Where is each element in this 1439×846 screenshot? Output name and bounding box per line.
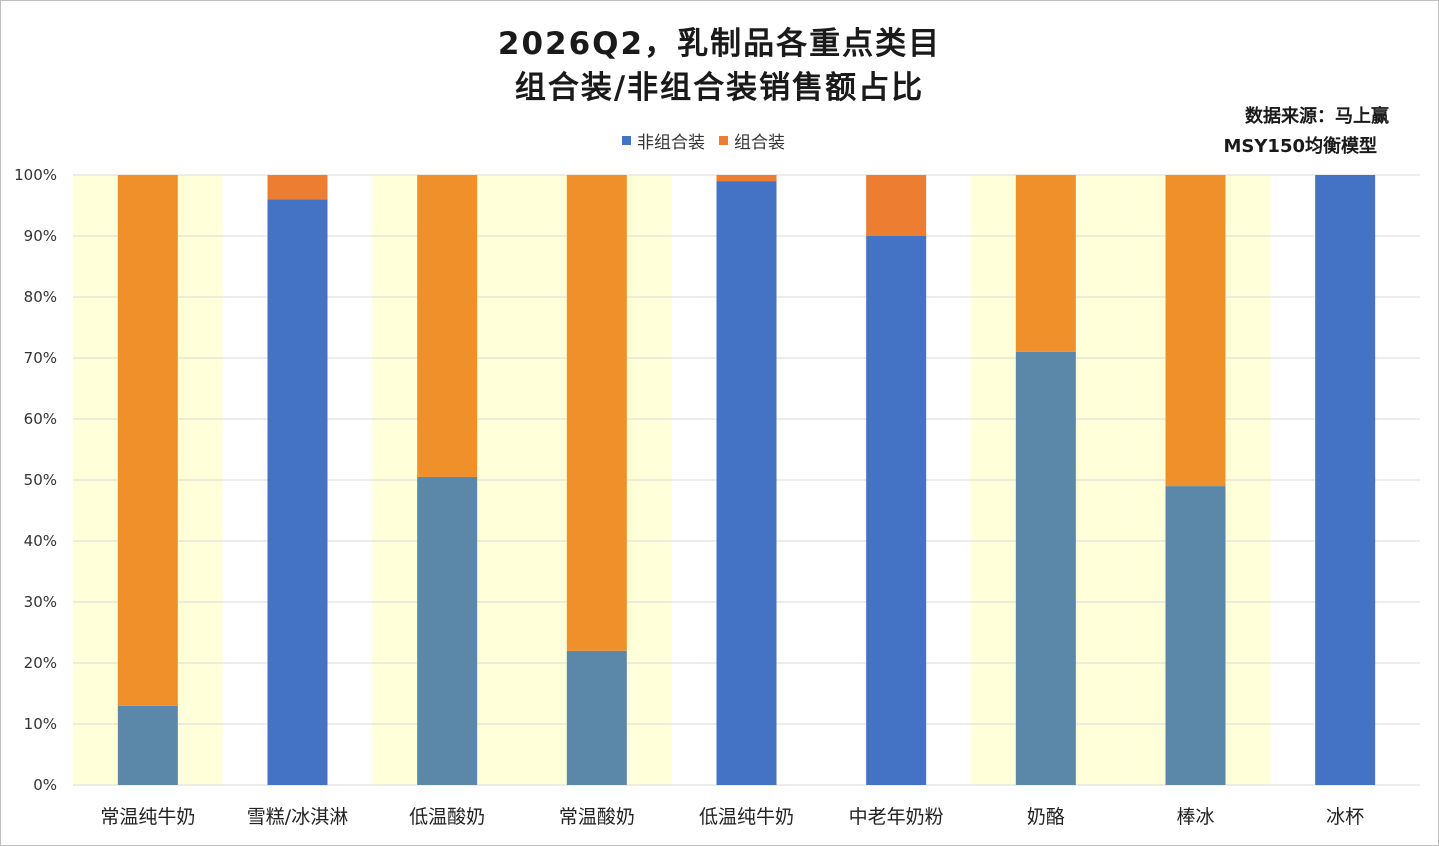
x-category-label: 冰杯	[1326, 806, 1364, 828]
y-tick-label: 0%	[33, 776, 57, 794]
y-tick-label: 60%	[24, 410, 57, 428]
bar-combo	[566, 175, 627, 651]
chart-title-line2: 组合装/非组合装销售额占比	[514, 70, 925, 106]
bar-non-combo	[1015, 351, 1076, 785]
data-source-line2: MSY150均衡模型	[1223, 136, 1377, 157]
x-category-label: 低温纯牛奶	[699, 806, 794, 828]
legend-label-non-combo: 非组合装	[637, 133, 705, 153]
x-category-label: 常温纯牛奶	[100, 806, 195, 828]
x-category-label: 奶酪	[1027, 806, 1065, 828]
bar-non-combo	[1315, 175, 1376, 785]
legend-item-combo: 组合装	[719, 128, 785, 153]
bar-combo	[716, 175, 777, 182]
bar-non-combo	[117, 705, 178, 785]
bar-non-combo	[417, 476, 478, 785]
bar-non-combo	[1165, 486, 1226, 785]
x-category-label: 中老年奶粉	[849, 806, 944, 828]
legend-swatch-non-combo	[622, 136, 631, 145]
y-tick-label: 10%	[24, 715, 57, 733]
y-tick-label: 50%	[24, 471, 57, 489]
bar-combo	[1015, 175, 1076, 352]
bar-combo	[866, 175, 927, 236]
x-category-label: 棒冰	[1176, 806, 1214, 828]
bar-combo	[267, 175, 328, 200]
bar-combo	[417, 175, 478, 477]
bar-non-combo	[267, 199, 328, 785]
x-category-label: 常温酸奶	[559, 806, 635, 828]
bar-non-combo	[866, 236, 927, 785]
chart-legend: 非组合装 组合装	[622, 128, 785, 153]
bar-non-combo	[716, 181, 777, 786]
bar-combo	[1165, 175, 1226, 487]
y-tick-label: 80%	[24, 288, 57, 306]
legend-label-combo: 组合装	[734, 133, 785, 153]
y-tick-label: 20%	[24, 654, 57, 672]
x-category-label: 低温酸奶	[409, 806, 485, 828]
chart-title-line1: 2026Q2，乳制品各重点类目	[497, 26, 942, 62]
bar-non-combo	[566, 650, 627, 785]
y-tick-label: 40%	[24, 532, 57, 550]
bar-combo	[117, 175, 178, 706]
data-source-line1: 数据来源：马上赢	[1245, 106, 1389, 127]
legend-item-non-combo: 非组合装	[622, 128, 705, 153]
y-tick-label: 90%	[24, 227, 57, 245]
y-tick-label: 100%	[14, 166, 57, 184]
y-tick-label: 30%	[24, 593, 57, 611]
y-tick-label: 70%	[24, 349, 57, 367]
legend-swatch-combo	[719, 136, 728, 145]
x-category-label: 雪糕/冰淇淋	[247, 806, 348, 828]
